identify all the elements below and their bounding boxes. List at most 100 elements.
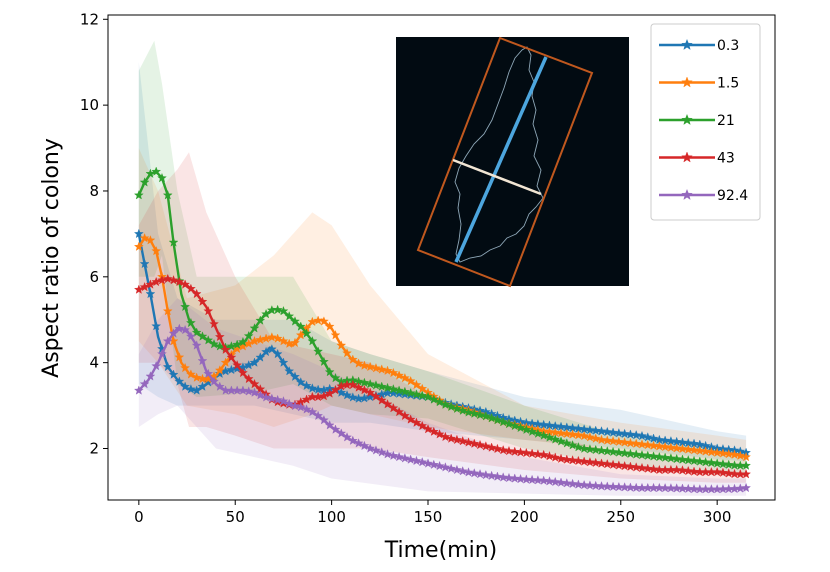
marker-21 <box>521 424 532 435</box>
marker-43 <box>585 457 595 467</box>
marker-92-4 <box>515 473 526 484</box>
marker-0-3 <box>336 387 347 397</box>
marker-43 <box>608 459 618 469</box>
marker-21 <box>486 413 497 423</box>
marker-1-5 <box>723 448 734 459</box>
marker-92-4 <box>139 378 150 389</box>
marker-43 <box>475 439 485 450</box>
legend-swatch-marker <box>681 151 693 163</box>
y-tick-label: 2 <box>89 439 99 457</box>
marker-21 <box>151 166 162 176</box>
marker-21 <box>706 457 717 468</box>
marker-0-3 <box>585 424 595 435</box>
marker-21 <box>469 408 480 418</box>
marker-0-3 <box>139 258 150 269</box>
marker-21 <box>428 394 439 404</box>
plot-frame <box>107 14 776 501</box>
marker-92-4 <box>504 472 514 483</box>
marker-21 <box>399 386 410 397</box>
marker-1-5 <box>336 340 347 350</box>
marker-92-4 <box>214 381 225 391</box>
marker-21 <box>492 414 503 425</box>
marker-43 <box>504 445 514 456</box>
marker-1-5 <box>180 362 191 373</box>
marker-0-3 <box>642 432 653 442</box>
marker-43 <box>226 352 237 362</box>
marker-92-4 <box>411 455 422 466</box>
marker-1-5 <box>399 372 410 383</box>
marker-43 <box>521 447 532 458</box>
marker-43 <box>347 379 358 390</box>
marker-0-3 <box>185 384 196 394</box>
marker-21 <box>480 411 491 421</box>
marker-21 <box>723 459 734 469</box>
marker-43 <box>191 288 202 299</box>
marker-21 <box>671 453 682 464</box>
marker-92-4 <box>463 467 474 477</box>
marker-92-4 <box>295 402 306 412</box>
marker-1-5 <box>214 365 225 375</box>
marker-92-4 <box>145 371 156 381</box>
marker-21 <box>278 305 289 316</box>
marker-21 <box>371 380 381 390</box>
marker-43 <box>480 441 491 451</box>
marker-21 <box>619 448 630 458</box>
band-1-5 <box>138 148 747 464</box>
marker-92-4 <box>527 474 538 485</box>
marker-43 <box>417 420 428 431</box>
marker-21 <box>446 401 457 412</box>
marker-0-3 <box>255 352 266 362</box>
marker-92-4 <box>347 435 358 445</box>
band-43 <box>138 152 747 483</box>
marker-92-4 <box>677 483 688 493</box>
marker-43 <box>197 296 208 306</box>
marker-43 <box>434 429 445 439</box>
marker-43 <box>249 378 260 389</box>
marker-21 <box>689 455 699 466</box>
marker-0-3 <box>145 288 156 299</box>
marker-92-4 <box>550 476 561 487</box>
major-axis-line <box>454 56 548 263</box>
marker-21 <box>243 330 254 341</box>
marker-1-5 <box>278 336 289 346</box>
marker-43 <box>133 284 144 294</box>
marker-1-5 <box>185 369 196 379</box>
marker-92-4 <box>249 387 260 397</box>
marker-43 <box>238 367 248 378</box>
legend-swatch-marker <box>681 38 693 50</box>
marker-21 <box>660 452 671 462</box>
marker-43 <box>243 373 254 384</box>
marker-21 <box>376 381 387 391</box>
marker-21 <box>631 449 642 459</box>
marker-1-5 <box>365 361 376 372</box>
marker-92-4 <box>457 466 468 476</box>
marker-43 <box>637 462 647 473</box>
marker-92-4 <box>162 336 173 346</box>
marker-43 <box>509 446 520 456</box>
marker-43 <box>428 426 439 436</box>
marker-92-4 <box>174 323 185 333</box>
marker-92-4 <box>382 449 393 459</box>
marker-0-3 <box>290 371 300 381</box>
marker-21 <box>648 451 659 461</box>
marker-0-3 <box>631 430 642 440</box>
marker-21 <box>694 456 705 466</box>
marker-21 <box>509 420 520 431</box>
marker-1-5 <box>174 352 185 362</box>
marker-1-5 <box>729 449 740 459</box>
marker-1-5 <box>642 439 653 450</box>
marker-21 <box>527 426 538 436</box>
marker-43 <box>550 452 561 462</box>
marker-43 <box>214 331 225 342</box>
marker-1-5 <box>376 364 387 374</box>
marker-1-5 <box>585 432 595 442</box>
marker-21 <box>191 327 202 337</box>
marker-21 <box>185 317 196 328</box>
marker-43 <box>538 449 549 460</box>
marker-1-5 <box>700 446 711 456</box>
marker-43 <box>556 453 566 463</box>
confidence-bands <box>138 40 747 496</box>
marker-1-5 <box>151 245 162 256</box>
marker-21 <box>394 385 405 395</box>
marker-43 <box>232 360 243 370</box>
